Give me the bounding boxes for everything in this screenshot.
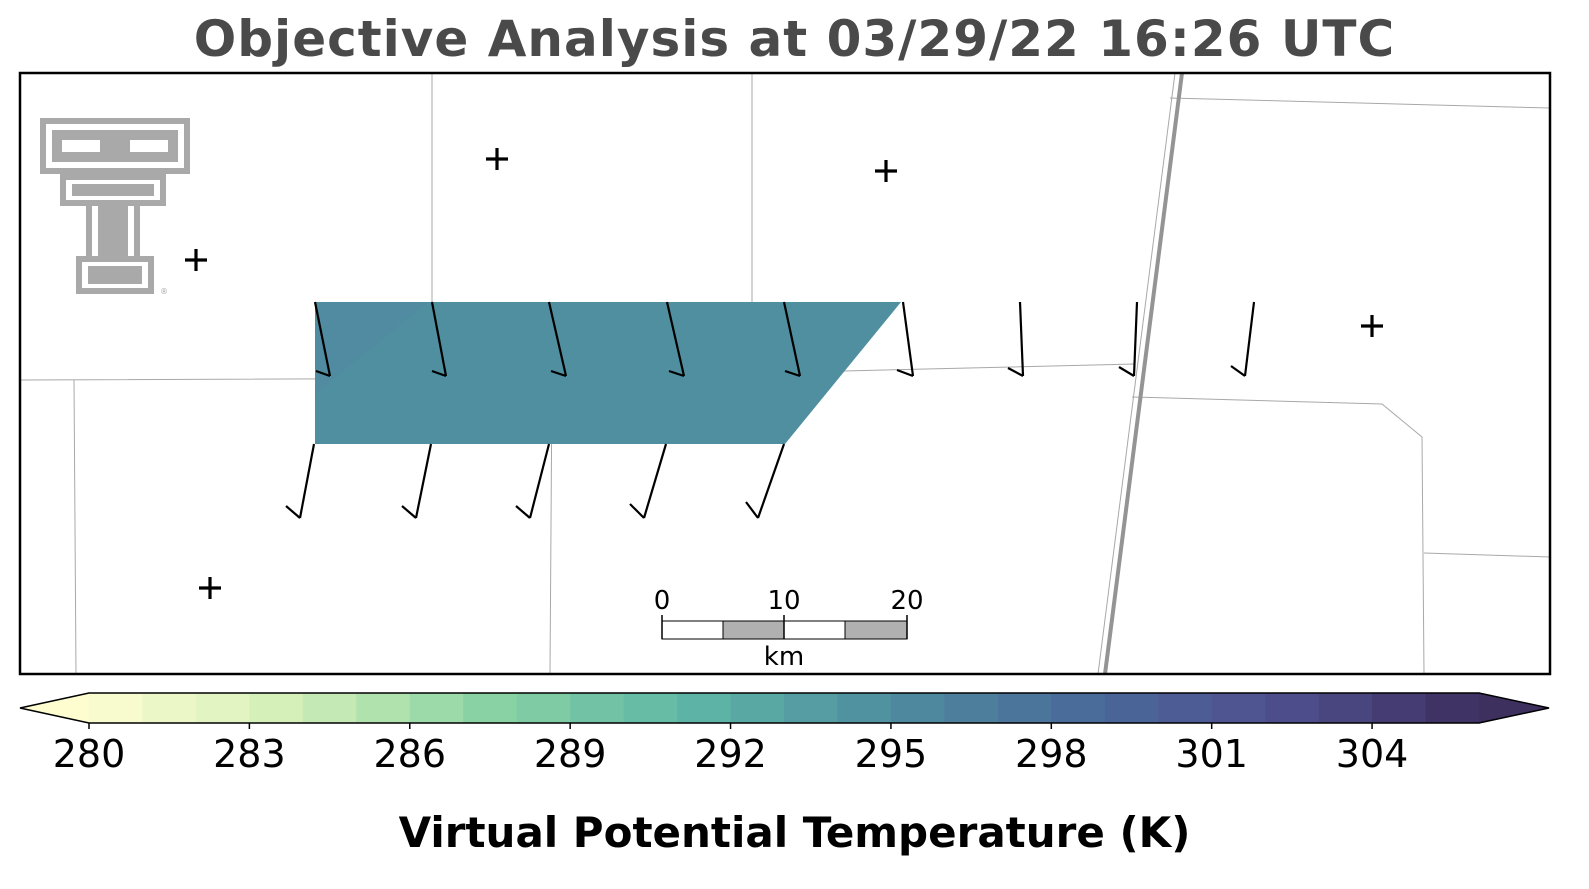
colorbar-tick-label: 298 (1015, 732, 1088, 776)
map-border (18, 71, 1552, 676)
wind-barbs (285, 301, 1256, 519)
wind-barb (896, 301, 915, 378)
colorbar-bin (1425, 693, 1480, 723)
colorbar-bin (1051, 693, 1106, 723)
station-marker (199, 577, 221, 599)
station-marker (1361, 315, 1383, 337)
colorbar-tick-label: 304 (1336, 732, 1409, 776)
analysis-field-edge (315, 302, 428, 394)
colorbar-bin (1372, 693, 1427, 723)
scale-label: 0 (654, 586, 671, 616)
wind-barb (629, 443, 668, 519)
colorbar-bin (409, 693, 464, 723)
wind-barb (1007, 301, 1025, 377)
wind-barb (285, 443, 316, 519)
colorbar-tick-label: 295 (855, 732, 928, 776)
colorbar-bin (89, 693, 144, 723)
wind-barb (430, 301, 448, 378)
wind-barb (665, 301, 686, 378)
highway-line (1103, 72, 1184, 675)
colorbar-bin (463, 693, 518, 723)
wind-barb (1118, 301, 1139, 377)
station-marker (486, 148, 508, 170)
wind-barb (515, 443, 551, 519)
colorbar-bin (249, 693, 304, 723)
colorbar-bin (1104, 693, 1159, 723)
colorbar-bin (516, 693, 571, 723)
colorbar-bin (837, 693, 892, 723)
colorbar-bin (356, 693, 411, 723)
colorbar-tick-label: 286 (374, 732, 447, 776)
colorbar-extend-max (1479, 693, 1549, 723)
colorbar-tick-label: 280 (53, 732, 126, 776)
colorbar-bin (784, 693, 839, 723)
colorbar-bin (677, 693, 732, 723)
colorbar-bin (1318, 693, 1373, 723)
colorbar-bin (195, 693, 250, 723)
colorbar-bin (302, 693, 357, 723)
registered-mark: ® (160, 287, 168, 296)
station-marker (875, 160, 897, 182)
colorbar-bin (997, 693, 1052, 723)
analysis-field (315, 302, 901, 444)
colorbar-bin (570, 693, 625, 723)
colorbar-tick-label: 301 (1175, 732, 1248, 776)
texas-tech-logo: ® (40, 118, 190, 296)
wind-barb (313, 301, 332, 378)
colorbar-extend-min (20, 693, 89, 723)
colorbar-label: Virtual Potential Temperature (K) (398, 808, 1191, 857)
wind-barb (1230, 301, 1256, 377)
wind-barb (547, 301, 568, 378)
colorbar-bin (142, 693, 197, 723)
scale-bar: 0 10 20 km (654, 586, 924, 672)
colorbar-bin (1265, 693, 1320, 723)
colorbar-bin (1211, 693, 1266, 723)
scale-label: 10 (767, 586, 800, 616)
colorbar-bin (730, 693, 785, 723)
station-marker (185, 249, 207, 271)
wind-barb (782, 301, 802, 378)
colorbar-tick-label: 283 (213, 732, 286, 776)
scale-label: 20 (890, 586, 923, 616)
wind-barb (745, 443, 786, 519)
map-panel: ® 0 10 20 km (18, 71, 1552, 676)
colorbar-bin (890, 693, 945, 723)
colorbar: 280 283 286 289 292 295 298 301 304 (19, 692, 1550, 776)
colorbar-tick-label: 292 (694, 732, 767, 776)
wind-barb (401, 443, 433, 519)
station-markers (185, 148, 1383, 599)
colorbar-bin (623, 693, 678, 723)
scale-unit: km (764, 642, 804, 672)
colorbar-bin (944, 693, 999, 723)
page-title: Objective Analysis at 03/29/22 16:26 UTC (193, 10, 1396, 68)
colorbar-tick-label: 289 (534, 732, 607, 776)
colorbar-bin (1158, 693, 1213, 723)
